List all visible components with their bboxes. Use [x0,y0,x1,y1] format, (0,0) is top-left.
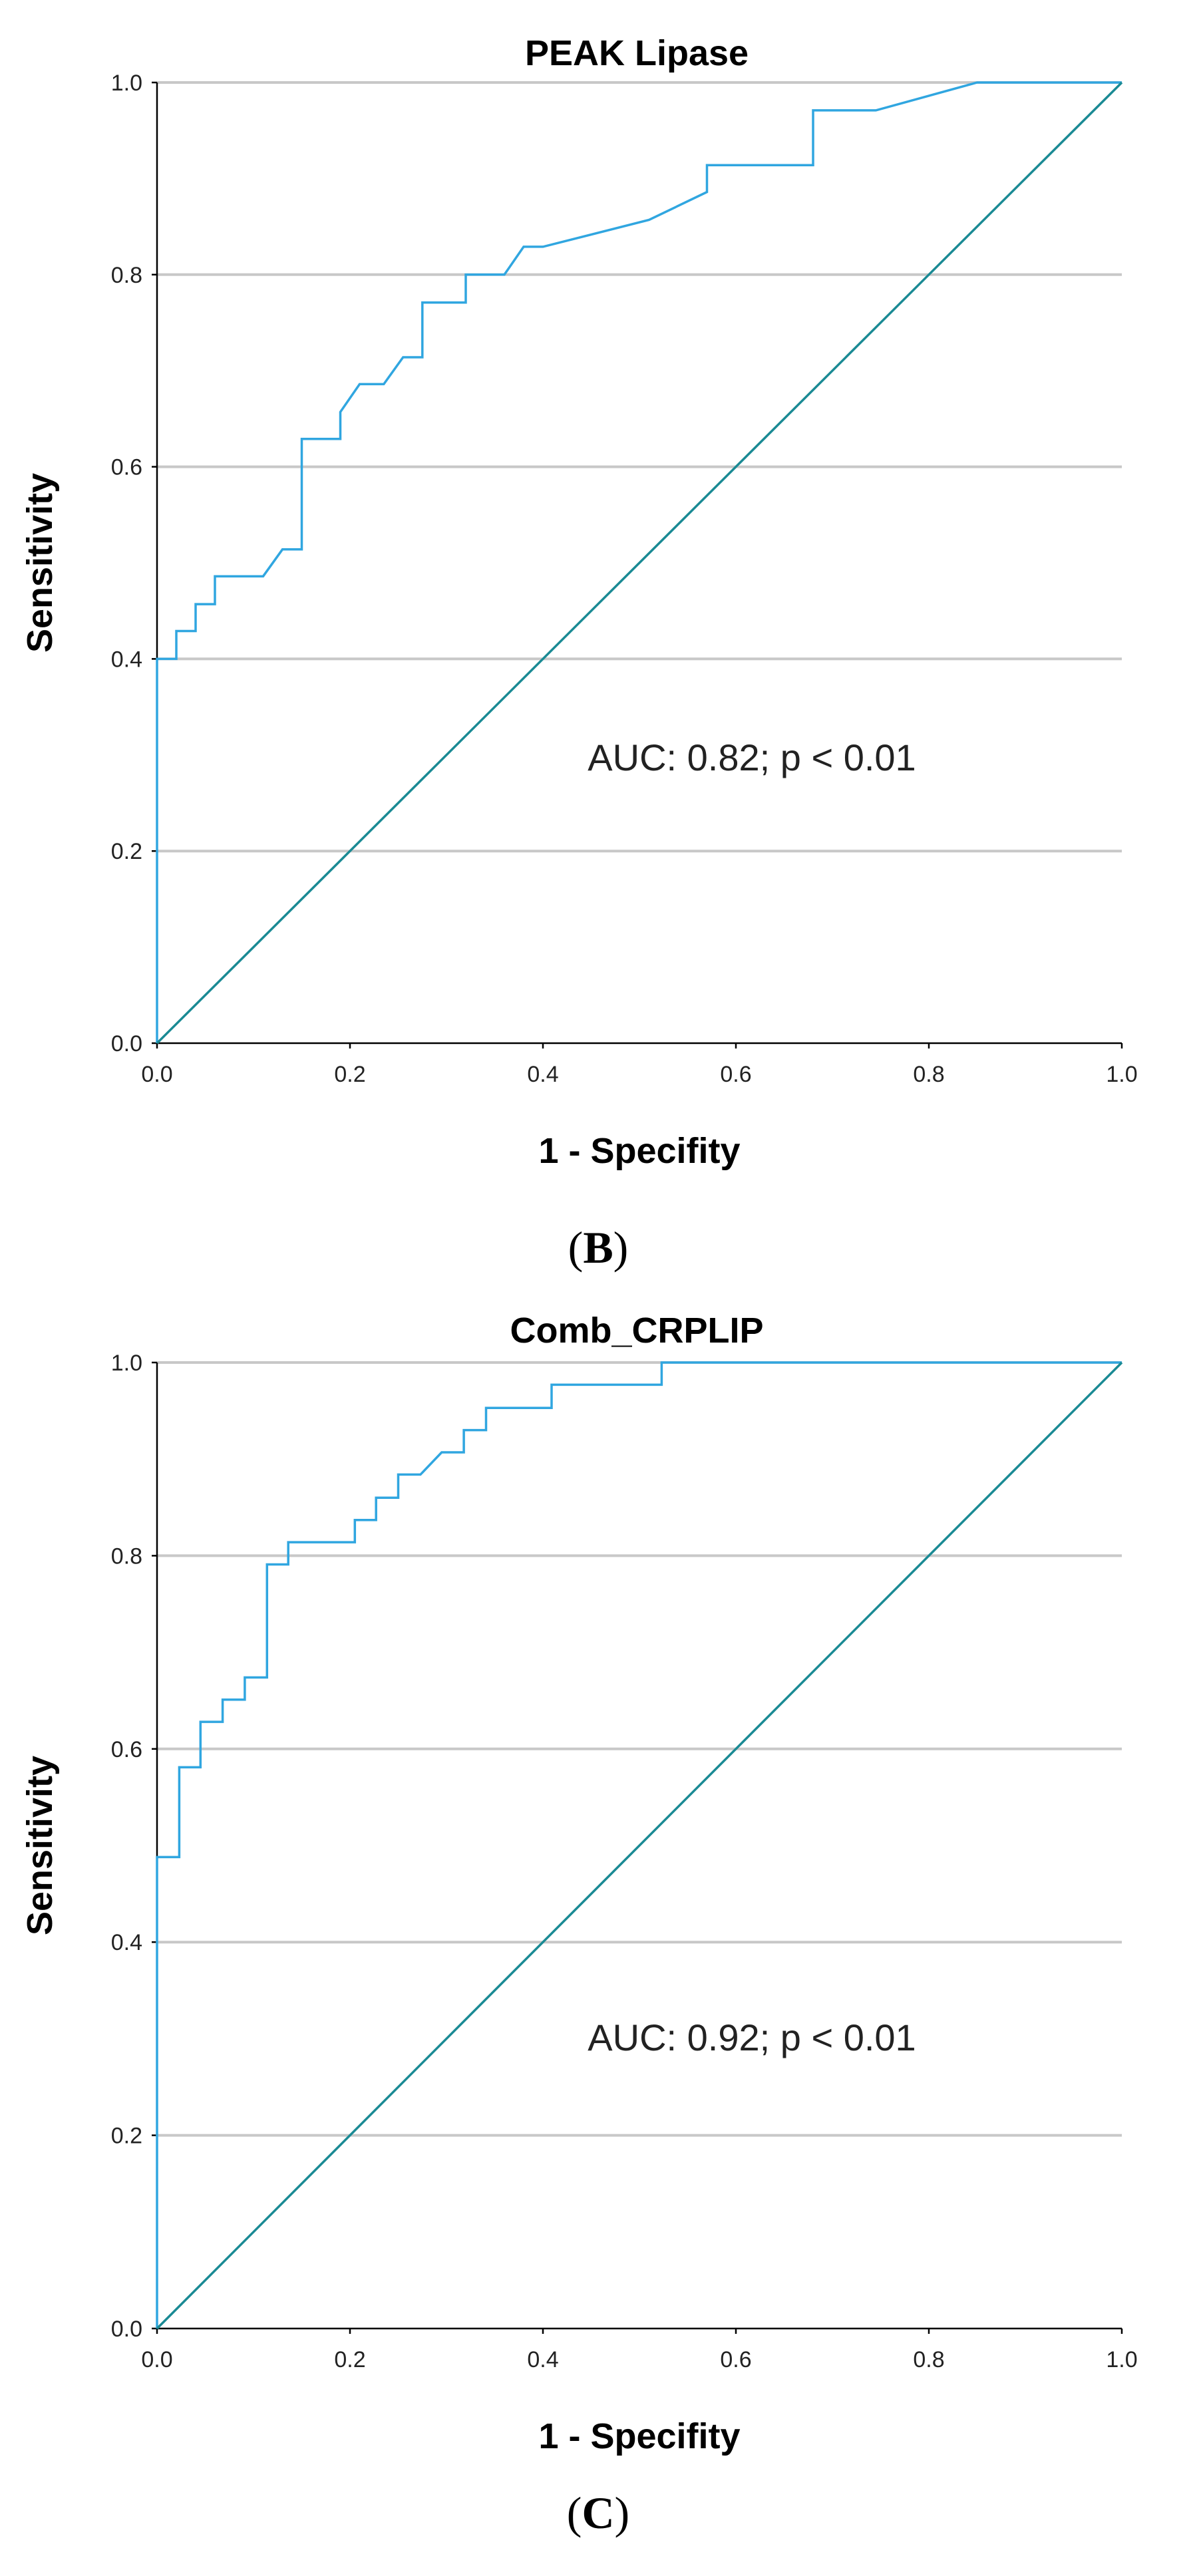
panel-label-letter: B [583,1222,613,1273]
x-tick-label: 0.2 [334,2347,365,2372]
y-tick-label: 0.2 [111,839,142,864]
auc-annotation: AUC: 0.92; p < 0.01 [588,2016,916,2058]
y-tick-label: 1.0 [111,1351,142,1376]
x-tick-label: 1.0 [1106,2347,1137,2372]
panel-label-open: ( [568,1222,584,1273]
chart-panel-2: 0.0 0.2 0.4 0.6 0.8 1.0 0.0 0.2 0.4 0.6 0.8 1.0 Comb… [20,1311,1138,2538]
y-tick-label: 0.4 [111,647,142,672]
panel-label-letter: C [582,2488,614,2538]
x-tick-label: 0.4 [527,1062,558,1087]
x-axis-label: 1 - Specifity [538,1131,740,1171]
chart-title: Comb_CRPLIP [510,1311,763,1351]
x-tick-label: 0.8 [913,2347,944,2372]
x-tick-label: 1.0 [1106,1062,1137,1087]
panel-label-open: ( [567,2488,582,2538]
auc-annotation: AUC: 0.82; p < 0.01 [588,736,916,778]
reference-diagonal-line [156,81,1123,1045]
y-tick-label: 0.0 [111,1031,142,1056]
panel-label: (C) [567,2488,629,2538]
x-tick-label: 0.4 [527,2347,558,2372]
y-tick-label: 0.4 [111,1930,142,1955]
chart-panel-1: 0.0 0.2 0.4 0.6 0.8 1.0 0.0 0.2 0.4 0.6 0.8 1.0 PEAK… [20,33,1138,1273]
y-axis-label: Sensitivity [20,1756,60,1935]
reference-diagonal-line [156,1361,1123,2330]
x-tick-label: 0.2 [334,1062,365,1087]
y-tick-label: 1.0 [111,71,142,96]
x-axis-label: 1 - Specifity [538,2416,740,2456]
x-tick-label: 0.0 [141,1062,172,1087]
x-tick-label: 0.6 [720,1062,751,1087]
roc-curve-line [156,81,1122,1043]
roc-curve-line [156,1361,1122,2329]
y-tick-label: 0.0 [111,2317,142,2342]
y-tick-label: 0.6 [111,455,142,480]
chart-title: PEAK Lipase [525,33,749,73]
panel-label: (B) [568,1222,629,1273]
y-tick-label: 0.8 [111,1543,142,1569]
panel-label-close: ) [613,1222,629,1273]
x-tick-label: 0.6 [720,2347,751,2372]
x-tick-label: 0.8 [913,1062,944,1087]
x-tick-label: 0.0 [141,2347,172,2372]
y-tick-label: 0.6 [111,1737,142,1762]
y-tick-label: 0.2 [111,2124,142,2149]
y-axis-label: Sensitivity [20,473,60,653]
y-tick-label: 0.8 [111,263,142,288]
panel-label-close: ) [615,2488,630,2538]
